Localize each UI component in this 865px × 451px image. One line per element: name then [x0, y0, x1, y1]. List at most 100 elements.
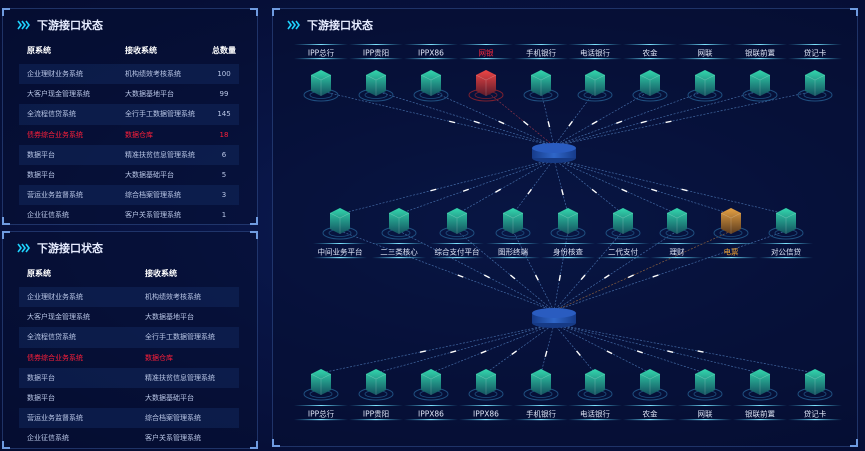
label-bar	[733, 405, 787, 406]
header-receiver: 接收系统	[125, 46, 157, 55]
connection-line	[512, 230, 555, 312]
middle-node[interactable]	[495, 208, 531, 240]
table-row[interactable]: 营运业务监督系统 综合档案管理系统 3	[19, 185, 239, 206]
source-node[interactable]	[413, 70, 449, 102]
table-row[interactable]: 债券综合业务系统 数据仓库 18	[19, 125, 239, 145]
node-label: IPP贵阳	[363, 409, 389, 419]
label-bar	[733, 44, 787, 45]
label-bar	[759, 243, 813, 244]
label-bar	[568, 44, 622, 45]
connection-line	[553, 230, 624, 312]
cube-icon	[447, 208, 467, 234]
hub-icon[interactable]	[532, 308, 576, 318]
middle-node[interactable]	[659, 208, 695, 240]
node-label: IPPX86	[418, 49, 444, 58]
target-node[interactable]	[303, 369, 339, 401]
flow-arrow	[462, 188, 469, 192]
connection-line	[553, 230, 787, 312]
hub-icon[interactable]	[532, 143, 576, 153]
table-row[interactable]: 数据平台 精准扶贫信息管理系统 6	[19, 144, 239, 165]
label-bar	[404, 405, 458, 406]
middle-node[interactable]	[713, 208, 749, 240]
target-node[interactable]	[577, 369, 613, 401]
source-node[interactable]	[303, 70, 339, 102]
table-row[interactable]: 全流程信贷系统 全行手工数据管理系统	[19, 327, 239, 348]
cube-icon	[805, 70, 825, 96]
total-count: 100	[217, 70, 231, 79]
middle-node[interactable]	[439, 208, 475, 240]
total-count: 145	[217, 110, 231, 119]
connection-line	[512, 158, 555, 215]
table-row[interactable]: 营运业务监督系统 综合档案管理系统	[19, 408, 239, 429]
cube-edge	[502, 212, 524, 234]
table-row[interactable]: 企业理财业务系统 机构绩效考核系统 100	[19, 64, 239, 85]
source-node[interactable]	[468, 70, 504, 102]
target-node[interactable]	[358, 369, 394, 401]
node-label: 电话银行	[580, 48, 610, 58]
receiver-system: 机构绩效考核系统	[125, 70, 181, 79]
target-node[interactable]	[632, 369, 668, 401]
cube-icon	[695, 369, 715, 395]
label-bar	[678, 419, 732, 421]
source-node[interactable]	[797, 70, 833, 102]
label-bar	[788, 419, 842, 421]
table-row[interactable]: 数据平台 大数据基础平台	[19, 388, 239, 408]
cube-edge	[749, 74, 771, 96]
source-node[interactable]	[687, 70, 723, 102]
middle-node[interactable]	[768, 208, 804, 240]
table-row[interactable]: 债券综合业务系统 数据仓库	[19, 348, 239, 368]
receiver-system: 精准扶贫信息管理系统	[145, 373, 215, 382]
node-label: 银联前置	[745, 48, 775, 58]
flow-arrow	[495, 188, 501, 193]
source-node[interactable]	[523, 70, 559, 102]
table-row[interactable]: 大客户现金管理系统 大数据基地平台	[19, 307, 239, 327]
cube-icon	[476, 70, 496, 96]
target-node[interactable]	[797, 369, 833, 401]
label-bar	[514, 58, 568, 60]
node-label: 银联前置	[745, 409, 775, 419]
cube-icon	[750, 70, 770, 96]
target-node[interactable]	[413, 369, 449, 401]
table-body: 企业理财业务系统 机构绩效考核系统 大客户现金管理系统 大数据基地平台 全流程信贷系统全…	[19, 287, 239, 449]
target-node[interactable]	[687, 369, 723, 401]
flow-arrow	[667, 350, 674, 354]
source-node[interactable]	[742, 70, 778, 102]
target-node[interactable]	[742, 369, 778, 401]
table-row[interactable]: 企业理财业务系统 机构绩效考核系统	[19, 287, 239, 308]
middle-node[interactable]	[381, 208, 417, 240]
source-node[interactable]	[577, 70, 613, 102]
panel-title-text: 下游接口状态	[307, 19, 373, 32]
source-node[interactable]	[358, 70, 394, 102]
table-row[interactable]: 数据平台 大数据基础平台 5	[19, 165, 239, 185]
cube-edge	[365, 373, 387, 395]
table-row[interactable]: 企业征信系统 客户关系管理系统	[19, 428, 239, 448]
connection-line	[553, 90, 596, 147]
table-row[interactable]: 全流程信贷系统 全行手工数据管理系统 145	[19, 104, 239, 125]
source-system: 企业理财业务系统	[27, 293, 83, 302]
connection-line	[553, 90, 706, 147]
source-system: 数据平台	[27, 373, 55, 382]
middle-node[interactable]	[322, 208, 358, 240]
middle-node[interactable]	[550, 208, 586, 240]
flow-arrow	[480, 350, 487, 354]
label-bar	[349, 419, 403, 421]
label-bar	[568, 419, 622, 421]
receiver-system: 大数据基地平台	[125, 90, 174, 99]
table-row[interactable]: 数据平台 精准扶贫信息管理系统	[19, 367, 239, 388]
flow-arrow	[652, 274, 659, 278]
flow-arrow	[419, 350, 426, 353]
table-row[interactable]: 大客户现金管理系统 大数据基地平台 99	[19, 84, 239, 104]
table-row[interactable]: 企业征信系统 客户关系管理系统 1	[19, 205, 239, 225]
middle-node[interactable]	[605, 208, 641, 240]
cube-edge	[420, 373, 442, 395]
label-bar	[704, 243, 758, 244]
label-bar	[514, 419, 568, 421]
target-node[interactable]	[468, 369, 504, 401]
source-system: 大客户现金管理系统	[27, 313, 90, 322]
source-node[interactable]	[632, 70, 668, 102]
target-node[interactable]	[523, 369, 559, 401]
connection-line	[553, 158, 678, 215]
label-bar	[650, 243, 704, 244]
cube-icon	[776, 208, 796, 234]
label-bar	[349, 405, 403, 406]
